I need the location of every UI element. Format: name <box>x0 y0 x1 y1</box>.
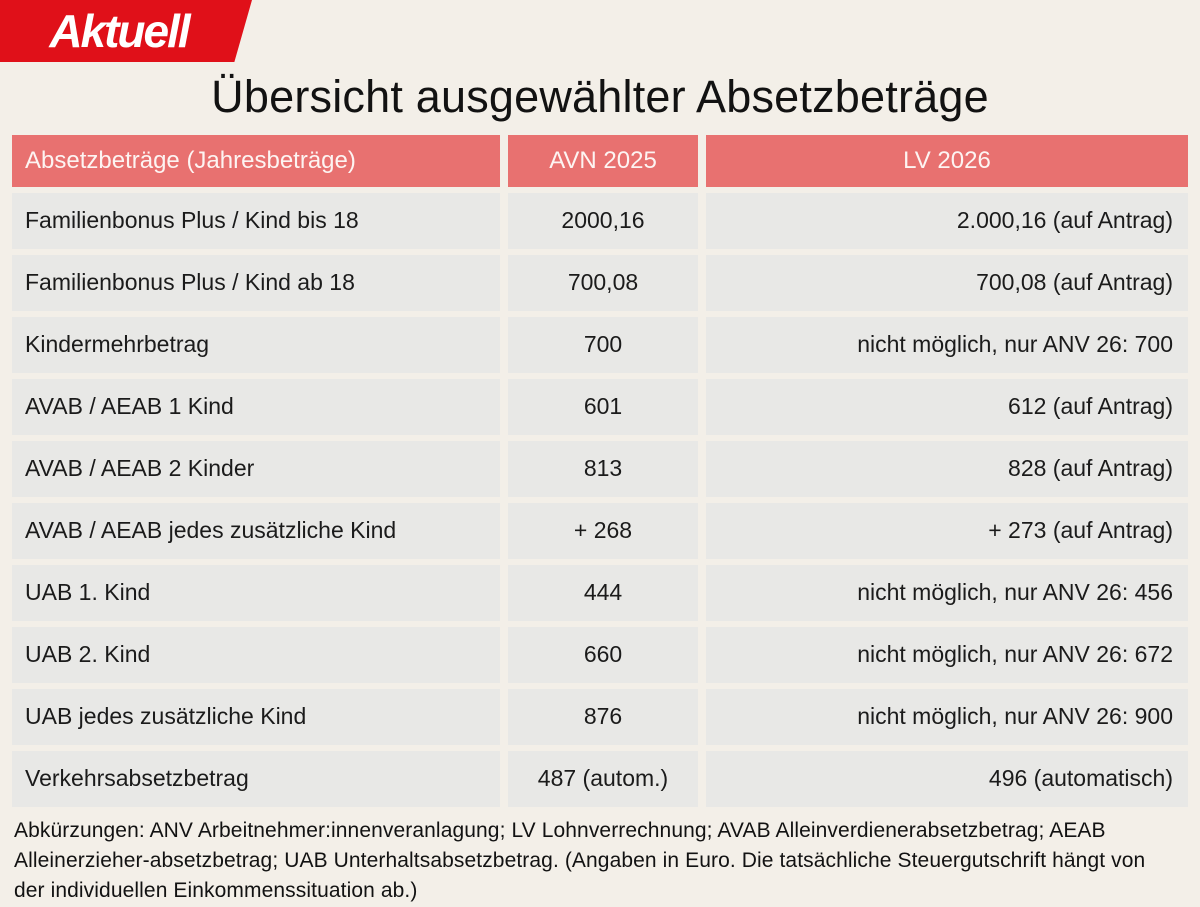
row-lv-2026-cell: nicht möglich, nur ANV 26: 456 <box>706 564 1188 621</box>
page-title: Übersicht ausgewählter Absetzbeträge <box>211 71 989 122</box>
row-lv-2026-cell: nicht möglich, nur ANV 26: 672 <box>706 626 1188 683</box>
row-avn-2025-cell: 660 <box>508 626 698 683</box>
row-lv-2026-cell: 828 (auf Antrag) <box>706 440 1188 497</box>
column-header-absetzbetraege: Absetzbeträge (Jahresbeträge) <box>12 134 500 187</box>
row-avn-2025-cell: 444 <box>508 564 698 621</box>
row-label-cell: UAB 1. Kind <box>12 564 500 621</box>
column-header-lv-2026: LV 2026 <box>706 134 1188 187</box>
row-label-cell: UAB jedes zusätzliche Kind <box>12 688 500 745</box>
row-avn-2025-cell: 601 <box>508 378 698 435</box>
row-avn-2025-cell: 876 <box>508 688 698 745</box>
row-label-cell: AVAB / AEAB 2 Kinder <box>12 440 500 497</box>
row-label-cell: Verkehrsabsetzbetrag <box>12 750 500 807</box>
row-lv-2026-cell: + 273 (auf Antrag) <box>706 502 1188 559</box>
row-avn-2025-cell: 487 (autom.) <box>508 750 698 807</box>
row-avn-2025-cell: 700 <box>508 316 698 373</box>
absetzbetraege-table: Absetzbeträge (Jahresbeträge) AVN 2025 L… <box>12 134 1188 807</box>
row-avn-2025-cell: + 268 <box>508 502 698 559</box>
row-label-cell: Familienbonus Plus / Kind bis 18 <box>12 192 500 249</box>
row-label-cell: UAB 2. Kind <box>12 626 500 683</box>
row-lv-2026-cell: 612 (auf Antrag) <box>706 378 1188 435</box>
aktuell-logo: Aktuell <box>0 0 252 62</box>
aktuell-logo-text: Aktuell <box>49 5 190 57</box>
row-lv-2026-cell: nicht möglich, nur ANV 26: 700 <box>706 316 1188 373</box>
row-label-cell: Familienbonus Plus / Kind ab 18 <box>12 254 500 311</box>
row-lv-2026-cell: nicht möglich, nur ANV 26: 900 <box>706 688 1188 745</box>
row-label-cell: AVAB / AEAB jedes zusätzliche Kind <box>12 502 500 559</box>
abbreviations-footnote: Abkürzungen: ANV Arbeitnehmer:innenveran… <box>14 818 1146 903</box>
row-avn-2025-cell: 700,08 <box>508 254 698 311</box>
row-label-cell: AVAB / AEAB 1 Kind <box>12 378 500 435</box>
row-lv-2026-cell: 700,08 (auf Antrag) <box>706 254 1188 311</box>
row-avn-2025-cell: 2000,16 <box>508 192 698 249</box>
row-label-cell: Kindermehrbetrag <box>12 316 500 373</box>
row-lv-2026-cell: 2.000,16 (auf Antrag) <box>706 192 1188 249</box>
column-header-avn-2025: AVN 2025 <box>508 134 698 187</box>
row-lv-2026-cell: 496 (automatisch) <box>706 750 1188 807</box>
row-avn-2025-cell: 813 <box>508 440 698 497</box>
